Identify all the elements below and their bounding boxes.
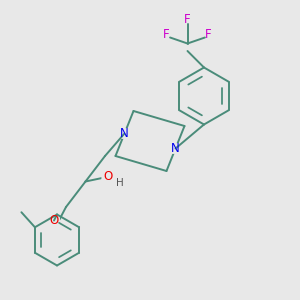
FancyBboxPatch shape bbox=[101, 171, 114, 183]
Text: H: H bbox=[116, 178, 123, 188]
Text: N: N bbox=[171, 142, 180, 155]
FancyBboxPatch shape bbox=[48, 214, 60, 226]
Text: F: F bbox=[163, 28, 170, 41]
FancyBboxPatch shape bbox=[169, 143, 181, 154]
FancyBboxPatch shape bbox=[118, 128, 130, 139]
Text: O: O bbox=[103, 170, 112, 184]
Text: N: N bbox=[120, 127, 129, 140]
Text: O: O bbox=[50, 214, 58, 227]
Text: F: F bbox=[205, 28, 212, 41]
Text: F: F bbox=[184, 13, 191, 26]
